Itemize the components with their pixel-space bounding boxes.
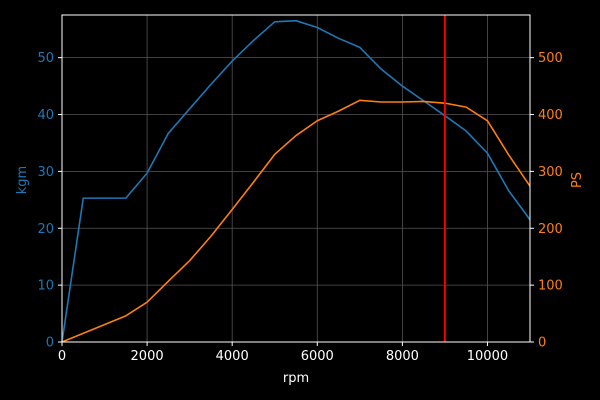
y-right-tick-label: 100: [538, 279, 563, 294]
x-tick-label: 4000: [216, 349, 249, 364]
y-left-tick-label: 30: [37, 165, 54, 180]
y-axis-right: 0 100 200 300 400 500: [530, 51, 563, 351]
y-left-tick-label: 20: [37, 222, 54, 237]
x-tick-label: 8000: [386, 349, 419, 364]
series-layer: [61, 19, 531, 343]
y-right-tick-label: 0: [538, 336, 546, 351]
x-tick-label: 10000: [467, 349, 508, 364]
x-tick-label: 0: [58, 349, 66, 364]
plot-frame: [61, 14, 531, 343]
x-tick-label: 2000: [131, 349, 164, 364]
y-axis-left: 0 10 20 30 40 50: [37, 51, 62, 351]
x-tick-label: 6000: [301, 349, 334, 364]
torque-line: [61, 19, 531, 343]
y-axis-right-label: PS: [570, 172, 585, 188]
power-line: [61, 99, 531, 343]
y-right-tick-label: 400: [538, 108, 563, 123]
y-axis-left-label: kgm: [15, 166, 30, 194]
y-left-tick-label: 50: [37, 51, 54, 66]
y-right-tick-label: 300: [538, 165, 563, 180]
y-left-tick-label: 10: [37, 279, 54, 294]
x-axis: 0 2000 4000 6000 8000 10000: [58, 342, 508, 364]
plot-background: [62, 15, 530, 342]
y-right-tick-label: 500: [538, 51, 563, 66]
y-left-tick-label: 40: [37, 108, 54, 123]
x-axis-label: rpm: [283, 371, 309, 386]
y-right-tick-label: 200: [538, 222, 563, 237]
y-left-tick-label: 0: [46, 336, 54, 351]
